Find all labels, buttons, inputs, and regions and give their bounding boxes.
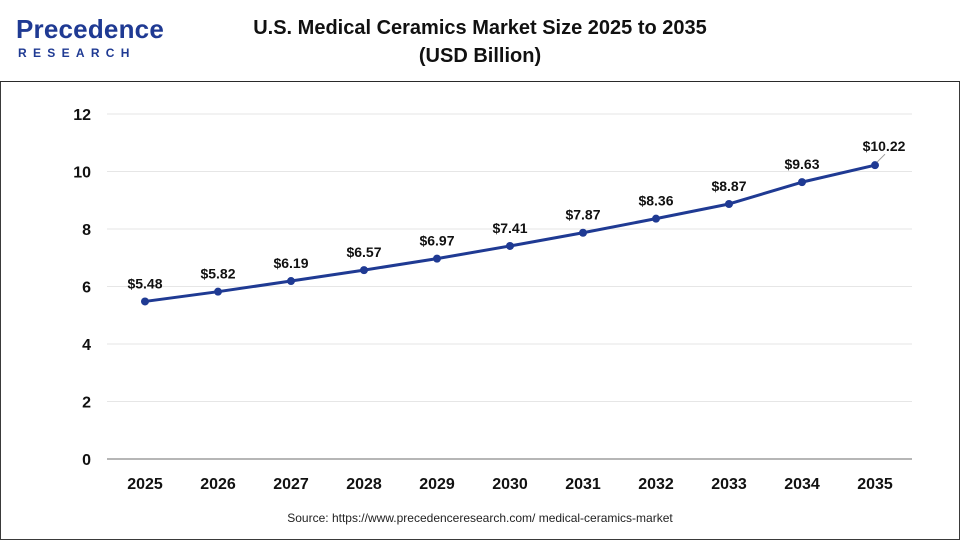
- chart-title-line-2: (USD Billion): [418, 45, 542, 67]
- x-tick-label: 2025: [127, 476, 163, 493]
- data-point: [287, 277, 295, 286]
- x-tick-label: 2032: [638, 476, 674, 493]
- logo-subtitle: RESEARCH: [18, 46, 136, 60]
- data-label: $6.97: [419, 233, 454, 249]
- x-tick-label: 2027: [273, 476, 309, 493]
- data-point: [433, 254, 441, 263]
- data-label: $7.87: [565, 207, 600, 223]
- y-tick-label: 2: [82, 395, 91, 412]
- data-label: $5.82: [200, 266, 235, 282]
- data-point: [579, 228, 587, 237]
- x-tick-label: 2035: [857, 476, 893, 493]
- data-point: [652, 214, 660, 223]
- logo-wordmark: Precedence: [16, 14, 164, 44]
- grid-lines: [107, 113, 912, 402]
- data-label: $8.87: [711, 178, 746, 194]
- data-points: [141, 161, 879, 306]
- x-tick-label: 2031: [565, 476, 601, 493]
- y-tick-label: 10: [73, 165, 91, 182]
- data-label: $6.19: [273, 255, 308, 271]
- data-label: $6.57: [346, 244, 381, 260]
- chart-title: U.S. Medical Ceramics Market Size 2025 t…: [200, 14, 760, 70]
- y-tick-label: 12: [73, 107, 91, 124]
- source-note: Source: https://www.precedenceresearch.c…: [287, 511, 673, 525]
- data-point: [798, 178, 806, 187]
- data-point: [871, 161, 879, 170]
- header: Precedence RESEARCH U.S. Medical Ceramic…: [0, 0, 960, 82]
- data-labels: $5.48 $5.82 $6.19 $6.57 $6.97 $7.41 $7.87 $8.36…: [127, 138, 905, 291]
- data-point: [506, 241, 514, 250]
- x-axis: 2025 2026 2027 2028 2029 2030 2031 2032 2033 2034…: [107, 458, 912, 493]
- data-point: [141, 297, 149, 306]
- brand-logo: Precedence RESEARCH: [16, 14, 166, 66]
- data-point: [725, 199, 733, 208]
- data-point: [360, 266, 368, 275]
- data-point: [214, 287, 222, 296]
- x-tick-label: 2026: [200, 476, 236, 493]
- data-label-leader: [876, 153, 886, 163]
- x-tick-label: 2029: [419, 476, 455, 493]
- data-label: $7.41: [492, 220, 527, 236]
- y-tick-label: 4: [82, 337, 91, 354]
- x-tick-label: 2030: [492, 476, 528, 493]
- data-label: $9.63: [784, 156, 819, 172]
- data-label: $5.48: [127, 275, 162, 291]
- data-label: $8.36: [638, 193, 673, 209]
- x-tick-label: 2033: [711, 476, 747, 493]
- x-tick-label: 2034: [784, 476, 820, 493]
- y-axis-ticks: 0 2 4 6 8 10 12: [73, 107, 91, 469]
- chart-title-line-1: U.S. Medical Ceramics Market Size 2025 t…: [253, 17, 707, 39]
- y-tick-label: 0: [82, 452, 91, 469]
- y-tick-label: 8: [82, 222, 91, 239]
- x-tick-label: 2028: [346, 476, 382, 493]
- data-label: $10.22: [863, 138, 906, 154]
- y-tick-label: 6: [82, 280, 91, 297]
